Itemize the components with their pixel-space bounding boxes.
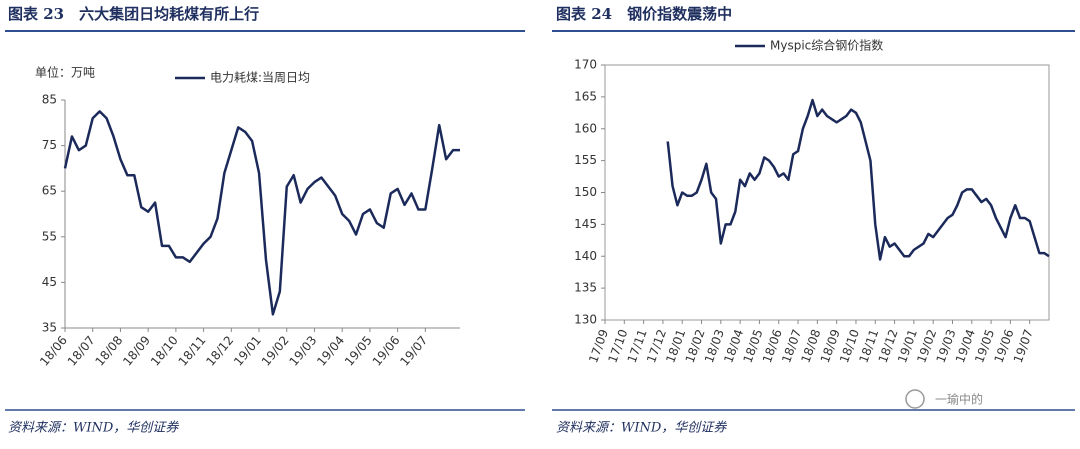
y-tick-label: 75	[42, 138, 57, 152]
legend-label: 电力耗煤:当周日均	[210, 71, 310, 85]
x-tick-label: 18/06	[37, 333, 70, 368]
y-tick-label: 155	[574, 153, 597, 167]
y-tick-label: 85	[42, 93, 57, 107]
x-tick-label: 18/07	[65, 333, 98, 368]
line-series	[666, 98, 1050, 261]
y-tick-label: 165	[574, 89, 597, 103]
y-tick-label: 150	[574, 185, 597, 199]
x-tick-label: 18/11	[176, 333, 209, 368]
y-tick-label: 45	[42, 275, 57, 289]
x-tick-label: 18/09	[120, 333, 153, 368]
y-tick-label: 170	[574, 58, 597, 72]
x-tick-label: 19/02	[259, 333, 292, 368]
x-tick-label: 19/03	[286, 333, 319, 368]
source: 资料来源：WIND，华创证券	[8, 421, 179, 436]
x-tick-label: 19/01	[231, 333, 264, 368]
y-tick-label: 135	[574, 281, 597, 295]
unit-label: 单位：万吨	[35, 65, 95, 80]
y-tick-label: 140	[574, 249, 597, 263]
x-tick-label: 18/08	[92, 333, 125, 368]
x-tick-label: 18/10	[148, 333, 181, 368]
chart-title: 图表 24 钢价指数震荡中	[556, 5, 732, 23]
x-tick-label: 19/06	[370, 333, 403, 368]
x-tick-label: 19/05	[342, 333, 375, 368]
y-tick-label: 55	[42, 229, 57, 243]
watermark: 一瑜中的	[935, 392, 983, 407]
source: 资料来源：WIND，华创证券	[556, 421, 727, 436]
chart-title: 图表 23 六大集团日均耗煤有所上行	[8, 5, 259, 23]
y-tick-label: 35	[42, 321, 57, 335]
line-series	[63, 110, 460, 316]
x-tick-label: 19/04	[314, 333, 347, 368]
plot-frame	[604, 64, 1050, 321]
watermark-icon	[905, 389, 925, 409]
legend-label: Myspic综合钢价指数	[770, 38, 883, 53]
x-tick-label: 18/12	[203, 333, 236, 368]
y-tick-label: 130	[574, 313, 597, 327]
y-tick-label: 160	[574, 121, 597, 135]
x-tick-label: 19/07	[397, 333, 430, 368]
y-tick-label: 145	[574, 217, 597, 231]
y-tick-label: 65	[42, 184, 57, 198]
